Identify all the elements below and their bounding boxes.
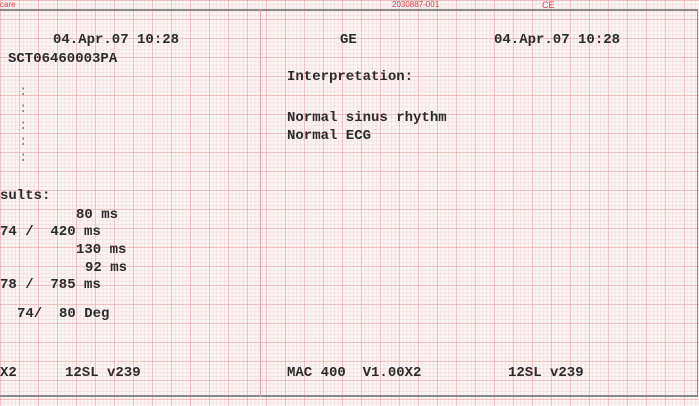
result: 74 / 420 ms <box>0 224 101 240</box>
result: 74/ 80 Deg <box>17 306 110 322</box>
statement: Normal ECG <box>287 128 372 144</box>
frame <box>0 9 698 397</box>
dot: : <box>19 101 28 117</box>
result: 92 ms <box>85 260 128 276</box>
dot: : <box>19 134 28 150</box>
patient-id: SCT06460003PA <box>8 51 118 67</box>
results-label: sults: <box>0 188 51 204</box>
dot: : <box>19 118 28 134</box>
part-number: 2030887-001 <box>392 0 440 9</box>
statement: Normal sinus rhythm <box>287 110 447 126</box>
result: 78 / 785 ms <box>0 277 101 293</box>
footer-text: X2 <box>0 365 17 381</box>
dot: : <box>19 84 28 100</box>
brand: GE <box>340 32 357 48</box>
code-left: care <box>0 0 16 9</box>
footer-text: MAC 400 V1.00X2 <box>287 365 422 381</box>
result: 80 ms <box>76 207 119 223</box>
result: 130 ms <box>76 242 127 258</box>
footer-text: 12SL v239 <box>65 365 141 381</box>
datetime: 04.Apr.07 10:28 <box>53 32 180 48</box>
dot: : <box>19 150 28 166</box>
interpretation-label: Interpretation: <box>287 69 414 85</box>
divider <box>260 9 261 397</box>
footer-text: 12SL v239 <box>508 365 584 381</box>
ce-mark: CE <box>542 0 555 10</box>
datetime: 04.Apr.07 10:28 <box>494 32 621 48</box>
